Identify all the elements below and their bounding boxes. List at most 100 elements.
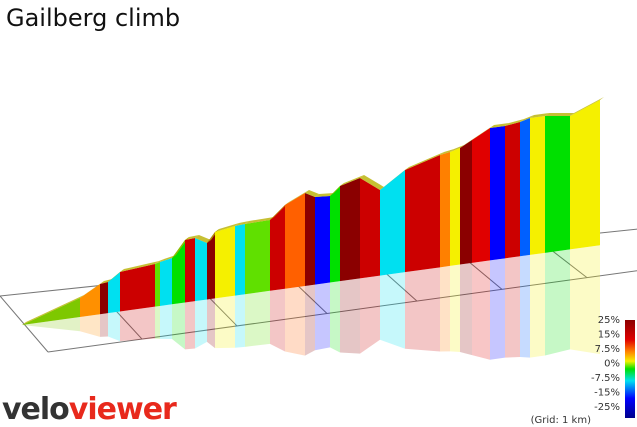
reflection-face bbox=[155, 305, 160, 339]
reflection-face bbox=[460, 262, 472, 356]
profile-top bbox=[305, 190, 319, 197]
reflection-face bbox=[207, 298, 215, 349]
profile-top bbox=[340, 175, 364, 186]
profile-face bbox=[120, 264, 155, 312]
colorbar-label: 7.5% bbox=[595, 344, 620, 355]
profile-face bbox=[360, 178, 380, 279]
profile-face bbox=[195, 238, 207, 302]
profile-face bbox=[305, 193, 315, 286]
profile-top bbox=[172, 237, 189, 258]
reflection-face bbox=[215, 295, 235, 349]
profile-top bbox=[450, 145, 464, 152]
profile-face bbox=[505, 122, 520, 259]
profile-top bbox=[460, 137, 476, 148]
profile-top bbox=[270, 202, 289, 220]
profile-face bbox=[285, 193, 305, 289]
profile-top bbox=[285, 190, 309, 205]
reflection-face bbox=[108, 311, 120, 342]
reflection bbox=[22, 245, 600, 360]
profile-top bbox=[490, 123, 509, 128]
colorbar-label: 25% bbox=[598, 315, 620, 326]
reflection-face bbox=[472, 260, 490, 360]
profile-face bbox=[185, 238, 195, 303]
colorbar-label: 15% bbox=[598, 330, 620, 341]
profile-face bbox=[545, 116, 570, 253]
profile-top bbox=[570, 97, 604, 116]
reflection-face bbox=[330, 281, 340, 353]
reflection-face bbox=[450, 264, 460, 352]
profile-face bbox=[100, 282, 108, 315]
reflection-face bbox=[270, 288, 285, 352]
profile-face bbox=[270, 205, 285, 291]
profile-face bbox=[330, 186, 340, 283]
reflection-face bbox=[340, 278, 360, 354]
profile-top bbox=[315, 193, 334, 197]
reflection-face bbox=[440, 265, 450, 352]
reflection-face bbox=[80, 314, 100, 337]
reflection-face bbox=[360, 275, 380, 354]
profile-top bbox=[440, 149, 454, 155]
profile-top bbox=[360, 175, 384, 190]
profile-face bbox=[108, 272, 120, 314]
profile-top bbox=[215, 223, 239, 232]
profile-top bbox=[545, 113, 574, 116]
reflection-face bbox=[405, 267, 440, 352]
profile-top bbox=[505, 119, 524, 126]
profile-top bbox=[520, 115, 534, 122]
profile-face bbox=[530, 116, 545, 255]
colorbar bbox=[625, 320, 635, 418]
profile-top bbox=[530, 113, 549, 118]
profile-face bbox=[570, 100, 600, 250]
profile-face bbox=[472, 128, 490, 263]
profile-face bbox=[520, 118, 530, 257]
profile-face bbox=[160, 258, 172, 306]
reflection-face bbox=[235, 294, 245, 348]
reflection-face bbox=[545, 249, 570, 356]
profile-face bbox=[490, 126, 505, 261]
reflection-face bbox=[570, 245, 600, 355]
profile-face bbox=[215, 226, 235, 299]
reflection-face bbox=[285, 285, 305, 356]
colorbar-label: -7.5% bbox=[591, 373, 620, 384]
profile-top bbox=[195, 235, 211, 243]
profile-face bbox=[380, 170, 405, 276]
reflection-face bbox=[185, 301, 195, 350]
profile-top bbox=[185, 235, 199, 240]
profile-top bbox=[380, 167, 409, 190]
profile-face bbox=[80, 284, 100, 317]
reflection-face bbox=[490, 258, 505, 360]
colorbar-label: 0% bbox=[604, 359, 620, 370]
profile-top bbox=[80, 281, 104, 298]
reflection-face bbox=[172, 302, 185, 350]
profile-face bbox=[315, 196, 330, 285]
profile-top bbox=[100, 279, 112, 284]
reflection-face bbox=[100, 313, 108, 337]
profile-face bbox=[405, 155, 440, 273]
reflection-face bbox=[120, 306, 155, 342]
profile-face bbox=[172, 240, 185, 305]
reflection-face bbox=[505, 256, 520, 358]
profile-top bbox=[120, 261, 159, 272]
reflection-face bbox=[315, 282, 330, 351]
colorbar-label: -15% bbox=[594, 388, 620, 399]
reflection-face bbox=[22, 316, 80, 332]
profile-top bbox=[472, 125, 494, 140]
profile-face bbox=[450, 148, 460, 266]
profile-face bbox=[440, 152, 450, 268]
title: Gailberg climb bbox=[6, 4, 180, 32]
profile-face bbox=[460, 140, 472, 265]
reflection-face bbox=[520, 254, 530, 358]
reflection-face bbox=[530, 252, 545, 358]
profile-top bbox=[160, 255, 176, 262]
reflection-face bbox=[160, 304, 172, 340]
profile bbox=[22, 97, 604, 325]
profile-face bbox=[340, 178, 360, 282]
logo-part: velo bbox=[2, 392, 69, 427]
logo-part: viewer bbox=[69, 392, 177, 427]
profile-top bbox=[155, 259, 164, 264]
profile-face bbox=[207, 232, 215, 300]
colorbar-label: -25% bbox=[594, 402, 620, 413]
profile-top bbox=[405, 152, 444, 170]
logo: veloviewer bbox=[2, 392, 177, 427]
